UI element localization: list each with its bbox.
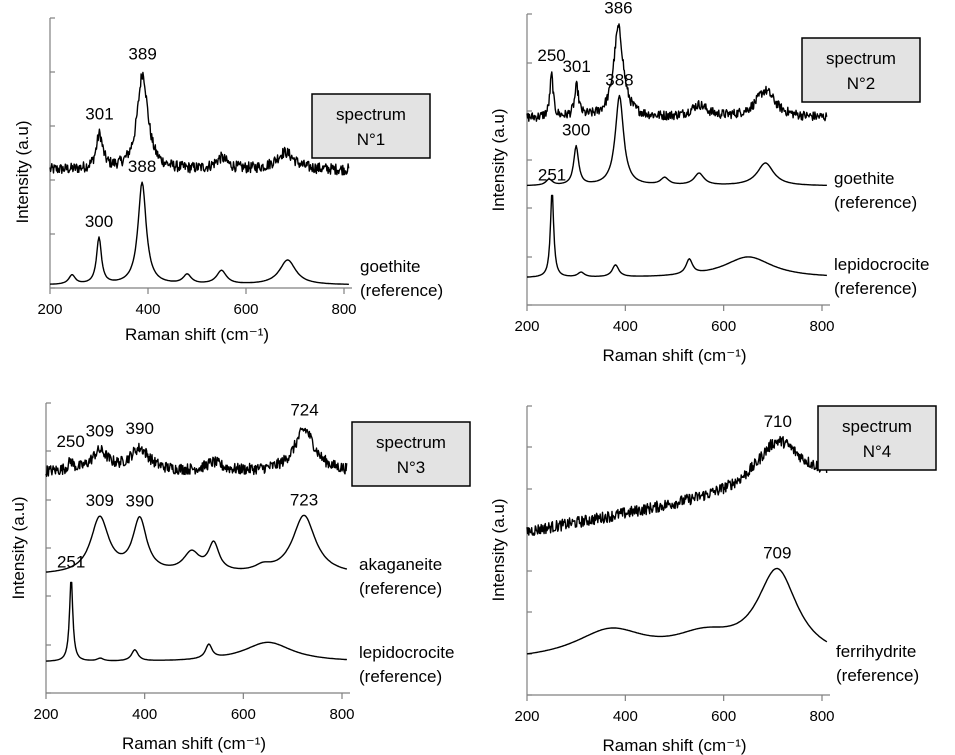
peak-label: 709 — [763, 544, 791, 563]
spectrum-line-3-2 — [45, 514, 348, 573]
peak-label: 309 — [86, 491, 114, 510]
spectrum-box-number: N°3 — [397, 458, 426, 477]
x-axis-title: Raman shift (cm⁻¹) — [122, 734, 266, 753]
spectrum-line-2-2 — [526, 94, 827, 187]
series-label: (reference) — [359, 667, 442, 686]
peak-label: 251 — [538, 165, 566, 184]
y-axis-title: Intensity (a.u) — [13, 121, 32, 224]
peak-label: 309 — [86, 421, 114, 440]
x-tick-label: 200 — [33, 706, 58, 723]
peak-label: 301 — [85, 105, 113, 124]
spectrum-box — [801, 37, 921, 103]
spectrum-line-1-2 — [49, 181, 349, 285]
spectrum-box-label: spectrum — [376, 433, 446, 452]
x-tick-label: 800 — [331, 301, 356, 318]
x-tick-label: 200 — [514, 318, 539, 335]
peak-label: 724 — [290, 401, 318, 420]
peak-label: 301 — [562, 57, 590, 76]
series-label: goethite — [360, 257, 421, 276]
spectrum-box-label: spectrum — [826, 49, 896, 68]
series-label: (reference) — [834, 193, 917, 212]
x-axis-title: Raman shift (cm⁻¹) — [602, 346, 746, 365]
peak-label: 390 — [126, 492, 154, 511]
series-label: goethite — [834, 169, 895, 188]
spectrum-line-2-1 — [526, 23, 828, 122]
series-label: (reference) — [836, 666, 919, 685]
x-tick-label: 200 — [37, 301, 62, 318]
x-tick-label: 800 — [809, 318, 834, 335]
peak-label: 388 — [605, 71, 633, 90]
peak-label: 300 — [562, 121, 590, 140]
spectrum-box-number: N°1 — [357, 130, 386, 149]
chart-panel-1: 200 400 600 800 Raman shift (cm⁻¹) Intensity … — [13, 17, 443, 344]
x-tick-label: 600 — [711, 708, 736, 725]
spectrum-box-number: N°4 — [863, 442, 892, 461]
series-label: (reference) — [360, 281, 443, 300]
x-tick-label: 600 — [711, 318, 736, 335]
peak-label: 386 — [604, 0, 632, 18]
x-tick-label: 200 — [514, 708, 539, 725]
spectrum-line-4-2 — [526, 567, 828, 655]
x-tick-label: 400 — [132, 706, 157, 723]
series-label: (reference) — [834, 279, 917, 298]
spectrum-box — [311, 93, 431, 159]
peak-label: 388 — [128, 157, 156, 176]
y-axis-title: Intensity (a.u) — [489, 109, 508, 212]
peak-label: 251 — [57, 552, 85, 571]
y-axis-title: Intensity (a.u) — [9, 497, 28, 600]
spectrum-line-3-3 — [46, 581, 347, 662]
x-tick-label: 800 — [809, 708, 834, 725]
spectrum-box-number: N°2 — [847, 74, 876, 93]
chart-panel-3: 200 400 600 800 Raman shift (cm⁻¹) Intensity … — [9, 401, 471, 753]
chart-panel-2: 200 400 600 800 Raman shift (cm⁻¹) Intensity … — [489, 0, 929, 365]
spectrum-box — [351, 421, 471, 487]
x-tick-label: 800 — [329, 706, 354, 723]
spectrum-box-label: spectrum — [842, 417, 912, 436]
x-tick-label: 400 — [135, 301, 160, 318]
spectrum-line-4-1 — [526, 435, 828, 536]
x-axis-title: Raman shift (cm⁻¹) — [602, 736, 746, 755]
peak-label: 390 — [126, 419, 154, 438]
peak-label: 389 — [128, 44, 156, 63]
x-tick-label: 400 — [613, 708, 638, 725]
peak-label: 723 — [290, 490, 318, 509]
peak-label: 300 — [85, 212, 113, 231]
series-label: akaganeite — [359, 555, 442, 574]
spectrum-line-2-3 — [527, 194, 827, 278]
series-label: ferrihydrite — [836, 642, 916, 661]
x-tick-label: 600 — [233, 301, 258, 318]
y-axis-title: Intensity (a.u) — [489, 499, 508, 602]
x-axis-title: Raman shift (cm⁻¹) — [125, 325, 269, 344]
spectrum-line-1-1 — [49, 71, 350, 176]
spectrum-box — [817, 405, 937, 471]
series-label: lepidocrocite — [359, 643, 454, 662]
peak-label: 710 — [764, 412, 792, 431]
spectrum-line-3-1 — [45, 427, 348, 477]
peak-label: 250 — [56, 432, 84, 451]
chart-panel-4: 200 400 600 800 Raman shift (cm⁻¹) Intensity … — [489, 405, 937, 755]
series-label: (reference) — [359, 579, 442, 598]
series-label: lepidocrocite — [834, 255, 929, 274]
spectrum-box-label: spectrum — [336, 105, 406, 124]
x-tick-label: 400 — [613, 318, 638, 335]
x-tick-label: 600 — [231, 706, 256, 723]
peak-label: 250 — [537, 46, 565, 65]
